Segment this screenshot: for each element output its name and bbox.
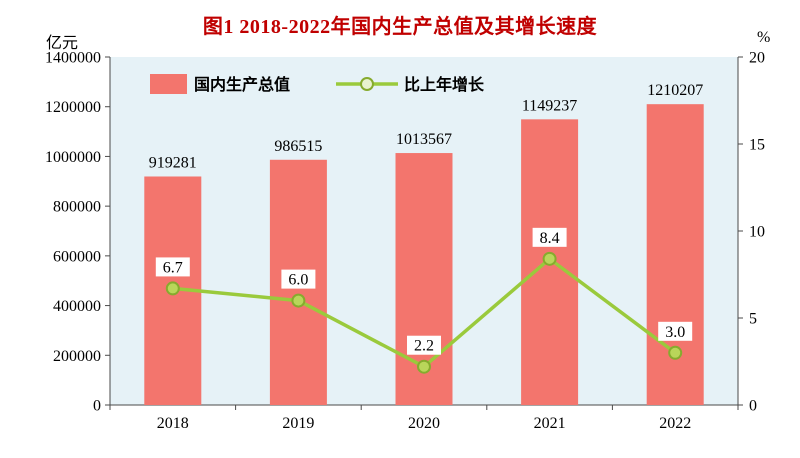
growth-point-2022 [668,345,683,360]
line-value-label: 2.2 [414,338,434,355]
bar-value-label: 1210207 [647,82,703,99]
line-value-label: 3.0 [665,324,685,341]
growth-point-2018 [165,281,180,296]
right-axis-tick-label: 5 [749,311,757,328]
right-axis-tick-label: 0 [749,398,757,415]
line-value-label-bg [532,227,567,247]
left-axis-tick-label: 1200000 [45,99,101,116]
right-axis-tick-label: 10 [749,224,765,241]
x-axis-label: 2019 [282,415,314,432]
x-axis-label: 2021 [534,415,566,432]
line-value-label: 6.7 [163,259,183,276]
right-axis-tick-label: 15 [749,137,765,154]
left-axis-tick-label: 600000 [53,248,101,265]
bar-2022 [646,104,704,405]
legend-swatch-bar [150,74,187,94]
left-axis-tick-label: 0 [93,398,101,415]
growth-point-2021 [542,251,557,266]
x-axis-label: 2022 [659,415,691,432]
chart-title: 图1 2018-2022年国内生产总值及其增长速度 [202,16,598,38]
x-axis-label: 2018 [157,415,189,432]
bar-value-label: 1013567 [396,131,452,148]
growth-point-2019 [291,293,306,308]
bar-value-label: 919281 [149,154,197,171]
right-axis-unit-label: % [757,29,771,46]
x-axis-label: 2020 [408,415,440,432]
left-axis-tick-label: 1400000 [45,50,101,67]
line-value-label-bg [155,257,190,277]
line-value-label-bg [281,269,316,289]
line-value-label: 6.0 [288,272,308,289]
right-axis-tick-label: 20 [749,50,765,67]
bar-value-label: 986515 [274,138,322,155]
legend-label-line: 比上年增长 [404,75,485,94]
left-axis-tick-label: 200000 [53,348,101,365]
legend-line-marker [360,77,374,91]
growth-point-2020 [417,359,431,374]
line-value-label-bg [407,335,441,355]
legend-label-bar: 国内生产总值 [194,75,290,94]
bar-value-label: 1149237 [522,97,577,114]
left-axis-tick-label: 800000 [53,199,101,216]
line-value-label-bg [658,321,693,341]
left-axis-tick-label: 400000 [53,298,101,315]
line-value-label: 8.4 [540,230,560,247]
left-axis-tick-label: 1000000 [45,149,101,166]
left-axis-unit-label: 亿元 [46,35,79,52]
